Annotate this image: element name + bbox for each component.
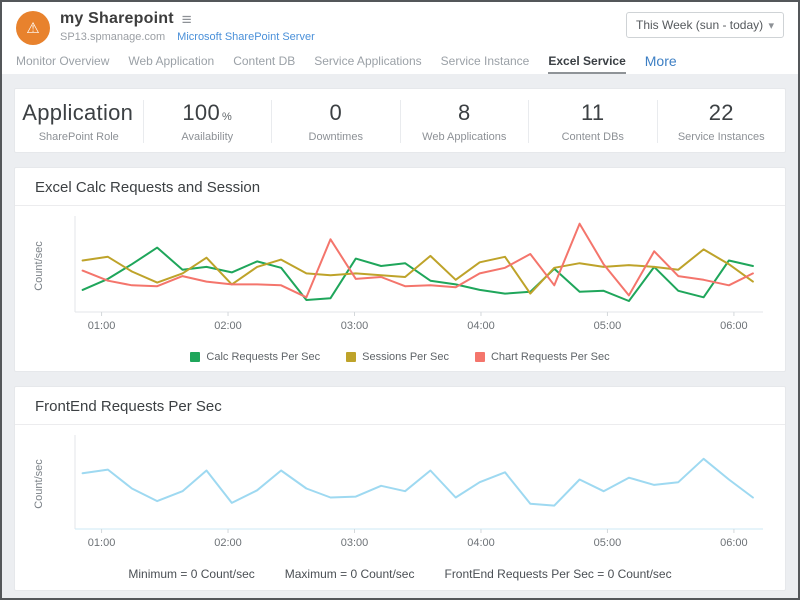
- excel-calc-line-chart: Count/sec 01:00 02:00 03:00 04:00 05:00 06:00: [33, 216, 763, 332]
- legend-item[interactable]: Chart Requests Per Sec: [474, 351, 610, 363]
- svg-text:02:00: 02:00: [214, 320, 242, 332]
- chevron-down-icon: ▾: [768, 19, 774, 32]
- legend-label: Sessions Per Sec: [362, 351, 449, 363]
- header: ⚠ my Sharepoint ≡ SP13.spmanage.com Micr…: [2, 2, 798, 50]
- stat-web-applications: 8 Web Applications: [399, 100, 529, 143]
- dashboard-content: Application SharePoint Role 100% Availab…: [2, 74, 798, 591]
- hamburger-menu-icon[interactable]: ≡: [181, 9, 192, 29]
- monitor-host: SP13.spmanage.com: [60, 31, 166, 43]
- chart-plot-area: Count/sec 01:00 02:00 03:00 04:00 05:00 06:00: [15, 206, 785, 349]
- tab-bar: Monitor Overview Web Application Content…: [2, 50, 798, 74]
- legend-swatch-icon: [190, 352, 201, 362]
- summary-stats-card: Application SharePoint Role 100% Availab…: [14, 88, 786, 153]
- tab-excel-service[interactable]: Excel Service: [548, 54, 626, 74]
- legend-item[interactable]: Calc Requests Per Sec: [190, 351, 320, 363]
- svg-text:06:00: 06:00: [720, 537, 748, 549]
- legend-label: Chart Requests Per Sec: [490, 351, 610, 363]
- chart-current-value: FrontEnd Requests Per Sec = 0 Count/sec: [444, 567, 672, 581]
- chart-title: FrontEnd Requests Per Sec: [15, 387, 785, 425]
- chart-maximum-value: Maximum = 0 Count/sec: [284, 567, 415, 581]
- page-title: my Sharepoint: [60, 10, 174, 27]
- svg-text:04:00: 04:00: [467, 320, 495, 332]
- stat-value: 11: [581, 100, 605, 125]
- legend-swatch-icon: [474, 352, 485, 362]
- chart-summary-row: Minimum = 0 Count/sec Maximum = 0 Count/…: [15, 566, 785, 590]
- svg-text:Count/sec: Count/sec: [33, 459, 45, 509]
- frontend-requests-chart-card: FrontEnd Requests Per Sec Count/sec 01:00…: [14, 386, 786, 591]
- legend-swatch-icon: [346, 352, 357, 362]
- svg-text:05:00: 05:00: [594, 537, 622, 549]
- stat-label: SharePoint Role: [38, 131, 119, 143]
- legend-label: Calc Requests Per Sec: [206, 351, 321, 363]
- chart-minimum-value: Minimum = 0 Count/sec: [128, 567, 255, 581]
- svg-text:01:00: 01:00: [88, 537, 116, 549]
- frontend-requests-line-chart: Count/sec 01:00 02:00 03:00 04:00 05:00 06:00: [33, 435, 763, 549]
- monitor-status-badge: ⚠: [16, 11, 50, 45]
- stat-label: Content DBs: [561, 131, 624, 143]
- svg-text:02:00: 02:00: [214, 537, 242, 549]
- stat-value: 8: [457, 100, 471, 125]
- stat-value: 22: [708, 100, 734, 125]
- stat-value: 0: [329, 100, 343, 125]
- chart-plot-area: Count/sec 01:00 02:00 03:00 04:00 05:00 06:00: [15, 425, 785, 566]
- svg-text:Count/sec: Count/sec: [33, 241, 45, 291]
- stat-availability: 100% Availability: [142, 100, 272, 143]
- tab-service-instance[interactable]: Service Instance: [440, 54, 530, 68]
- chart-legend: Calc Requests Per Sec Sessions Per Sec Cha…: [15, 349, 785, 371]
- stat-content-dbs: 11 Content DBs: [528, 100, 657, 143]
- tab-service-applications[interactable]: Service Applications: [314, 54, 422, 68]
- svg-text:03:00: 03:00: [341, 537, 369, 549]
- monitor-type-link[interactable]: Microsoft SharePoint Server: [177, 31, 315, 43]
- stat-sharepoint-role: Application SharePoint Role: [15, 100, 143, 143]
- warning-triangle-icon: ⚠: [26, 19, 40, 37]
- stat-label: Downtimes: [308, 131, 363, 143]
- svg-text:03:00: 03:00: [341, 320, 369, 332]
- tab-monitor-overview[interactable]: Monitor Overview: [16, 54, 110, 68]
- stat-label: Availability: [181, 131, 234, 143]
- tab-web-application[interactable]: Web Application: [128, 54, 215, 68]
- monitor-title-block: my Sharepoint ≡ SP13.spmanage.com Micros…: [60, 10, 784, 43]
- stat-service-instances: 22 Service Instances: [656, 100, 786, 143]
- svg-text:06:00: 06:00: [720, 320, 748, 332]
- time-period-dropdown[interactable]: This Week (sun - today) ▾: [626, 12, 784, 38]
- stat-downtimes: 0 Downtimes: [271, 100, 400, 143]
- stat-label: Service Instances: [677, 131, 765, 143]
- legend-item[interactable]: Sessions Per Sec: [346, 351, 449, 363]
- time-period-value: This Week (sun - today): [636, 18, 764, 32]
- excel-calc-chart-card: Excel Calc Requests and Session Count/se…: [14, 167, 786, 372]
- stat-label: Web Applications: [422, 131, 507, 143]
- stat-value: 100: [182, 100, 220, 125]
- stat-suffix: %: [222, 111, 233, 123]
- chart-title: Excel Calc Requests and Session: [15, 168, 785, 206]
- tab-content-db[interactable]: Content DB: [233, 54, 296, 68]
- svg-text:05:00: 05:00: [594, 320, 622, 332]
- stat-value: Application: [22, 100, 134, 125]
- svg-text:01:00: 01:00: [88, 320, 116, 332]
- svg-text:04:00: 04:00: [467, 537, 495, 549]
- more-menu[interactable]: More: [644, 53, 677, 69]
